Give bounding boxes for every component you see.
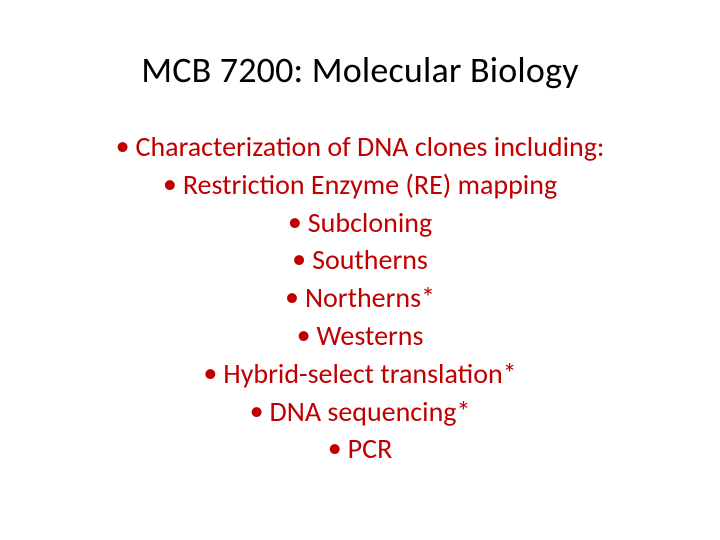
bullet-line: •Characterization of DNA clones includin… [0, 128, 720, 166]
slide: MCB 7200: Molecular Biology •Characteriz… [0, 0, 720, 540]
bullet-icon: • [328, 429, 342, 467]
bullet-line: •Northerns* [0, 279, 720, 317]
slide-body: •Characterization of DNA clones includin… [0, 128, 720, 468]
bullet-line: •Southerns [0, 241, 720, 279]
bullet-text: DNA sequencing* [270, 394, 471, 429]
bullet-icon: • [285, 278, 299, 316]
bullet-text: PCR [348, 431, 393, 466]
bullet-icon: • [163, 165, 177, 203]
bullet-text: Characterization of DNA clones including… [136, 129, 605, 164]
bullet-line: •Subcloning [0, 204, 720, 242]
bullet-icon: • [203, 354, 217, 392]
bullet-icon: • [288, 203, 302, 241]
bullet-text: Restriction Enzyme (RE) mapping [183, 167, 557, 202]
bullet-line: •Restriction Enzyme (RE) mapping [0, 166, 720, 204]
bullet-line: •DNA sequencing* [0, 393, 720, 431]
bullet-line: •PCR [0, 430, 720, 468]
bullet-icon: • [292, 240, 306, 278]
bullet-text: Northerns* [305, 280, 435, 315]
bullet-icon: • [297, 316, 311, 354]
bullet-line: •Westerns [0, 317, 720, 355]
bullet-text: Subcloning [308, 205, 432, 240]
bullet-text: Westerns [317, 318, 424, 353]
bullet-icon: • [250, 392, 264, 430]
bullet-line: •Hybrid-select translation* [0, 355, 720, 393]
bullet-text: Hybrid-select translation* [223, 356, 516, 391]
bullet-icon: • [116, 127, 130, 165]
bullet-text: Southerns [312, 242, 428, 277]
slide-title: MCB 7200: Molecular Biology [0, 48, 720, 92]
